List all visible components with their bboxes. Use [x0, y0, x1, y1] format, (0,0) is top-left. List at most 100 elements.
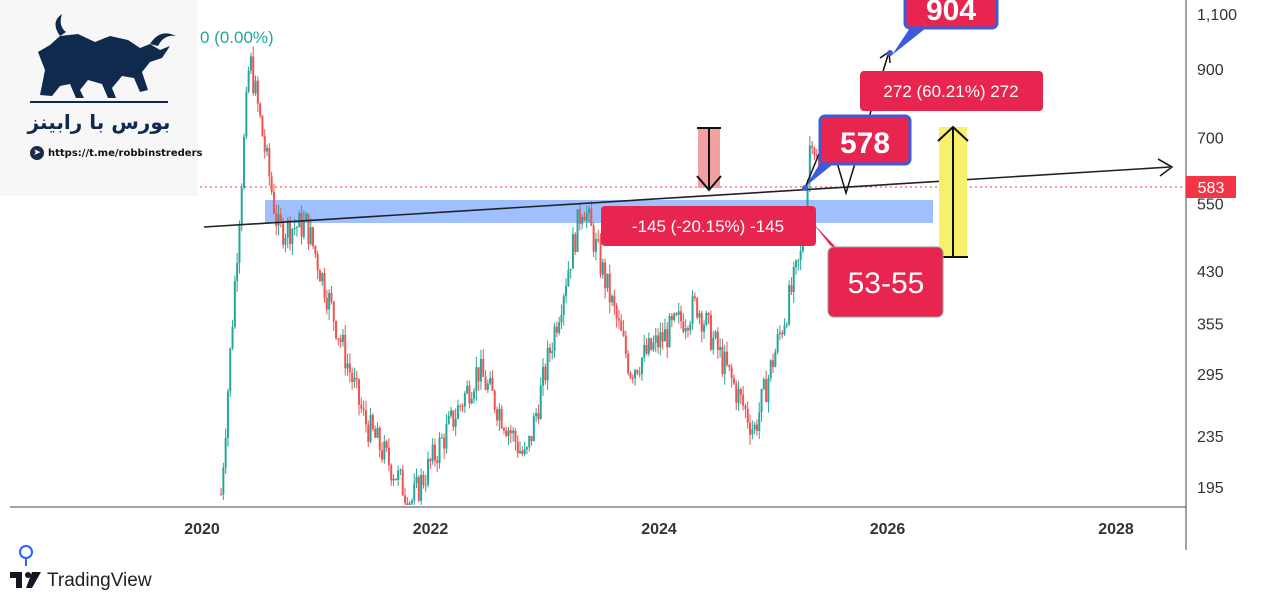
candle-down	[330, 292, 333, 302]
candle-down	[351, 372, 354, 382]
candle-down	[270, 176, 273, 192]
candle-up	[581, 217, 584, 224]
candle-down	[755, 424, 758, 432]
candle-down	[818, 156, 821, 172]
candle-down	[516, 441, 519, 454]
candle-down	[620, 320, 623, 331]
candle-down	[514, 430, 517, 442]
candle-up	[475, 367, 478, 392]
candle-up	[415, 477, 418, 484]
candle-up	[463, 393, 466, 407]
candle-down	[597, 239, 600, 241]
candle-down	[323, 273, 326, 299]
candle-up	[634, 370, 637, 379]
candle-up	[528, 435, 531, 448]
candle-up	[229, 348, 232, 392]
candle-down	[578, 209, 581, 224]
candle-down	[318, 270, 321, 282]
candle-down	[604, 262, 607, 289]
candle-down	[404, 495, 407, 503]
candle-down	[583, 217, 586, 221]
candle-up	[233, 280, 236, 327]
candle-up	[799, 250, 802, 260]
candle-up	[571, 234, 574, 269]
candle-up	[498, 408, 501, 421]
candle-up	[606, 273, 609, 289]
candle-up	[705, 313, 708, 325]
candle-up	[684, 328, 687, 332]
candle-down	[548, 347, 551, 354]
measure-up-box	[860, 71, 1043, 111]
candle-up	[753, 424, 756, 430]
candle-up	[512, 430, 515, 434]
candle-down	[636, 370, 639, 374]
candle-up	[677, 311, 680, 316]
candle-up	[663, 329, 666, 342]
candle-down	[726, 351, 729, 365]
candle-down	[344, 334, 347, 369]
x-axis-ticks: 2020 2022 2024 2026 2028	[184, 521, 1134, 538]
candle-down	[650, 338, 653, 350]
candle-up	[551, 350, 554, 354]
candle-up	[788, 285, 791, 325]
candle-up	[594, 239, 597, 252]
candle-up	[797, 259, 800, 261]
candle-up	[565, 285, 568, 297]
candle-up	[240, 187, 243, 226]
candle-down	[348, 363, 351, 373]
telegram-link[interactable]: ➤ https://t.me/robbinstreders	[30, 146, 202, 160]
candle-up	[673, 313, 676, 320]
candle-down	[707, 313, 710, 315]
trendline-arrowhead	[1157, 158, 1174, 177]
candle-up	[321, 273, 324, 282]
candle-up	[479, 358, 482, 382]
candle-down	[505, 430, 508, 437]
candle-up	[723, 351, 726, 374]
candle-down	[335, 321, 338, 339]
candle-down	[491, 377, 494, 391]
candle-up	[792, 267, 795, 292]
candle-up	[486, 383, 489, 390]
logo-panel: بورس با رابینز ➤ https://t.me/robbinstre…	[0, 0, 202, 196]
candle-down	[390, 465, 393, 481]
candle-up	[456, 405, 459, 419]
candle-down	[477, 367, 480, 382]
candle-down	[252, 56, 255, 94]
candle-down	[422, 474, 425, 486]
candle-up	[785, 324, 788, 326]
candle-down	[749, 422, 752, 435]
candle-up	[473, 391, 476, 399]
candle-up	[652, 342, 655, 350]
candle-down	[744, 405, 747, 409]
tradingview-logo-icon	[10, 545, 41, 588]
candle-down	[378, 427, 381, 451]
candle-down	[371, 415, 374, 429]
candle-up	[249, 56, 252, 71]
candle-down	[590, 208, 593, 226]
candle-up	[585, 212, 588, 221]
y-tick-label: 235	[1197, 429, 1224, 446]
candle-down	[781, 332, 784, 335]
candle-up	[302, 219, 305, 237]
candle-up	[647, 338, 650, 354]
candle-up	[222, 467, 225, 495]
candle-up	[783, 325, 786, 335]
y-tick-label: 1,100	[1197, 7, 1237, 24]
candle-up	[254, 80, 257, 94]
projection-end-point	[887, 50, 893, 56]
candle-up	[440, 437, 443, 439]
candle-down	[502, 428, 505, 431]
candle-down	[316, 253, 319, 271]
candle-down	[592, 225, 595, 252]
price-label-text: 583	[1198, 180, 1225, 197]
candle-up	[420, 474, 423, 501]
candle-up	[383, 441, 386, 460]
candle-up	[243, 136, 246, 188]
candle-up	[668, 315, 671, 348]
candle-down	[406, 502, 409, 505]
candle-up	[567, 270, 570, 286]
candle-up	[369, 415, 372, 442]
candle-down	[339, 338, 342, 342]
callout-zone-box	[827, 246, 944, 318]
candle-down	[259, 103, 262, 116]
